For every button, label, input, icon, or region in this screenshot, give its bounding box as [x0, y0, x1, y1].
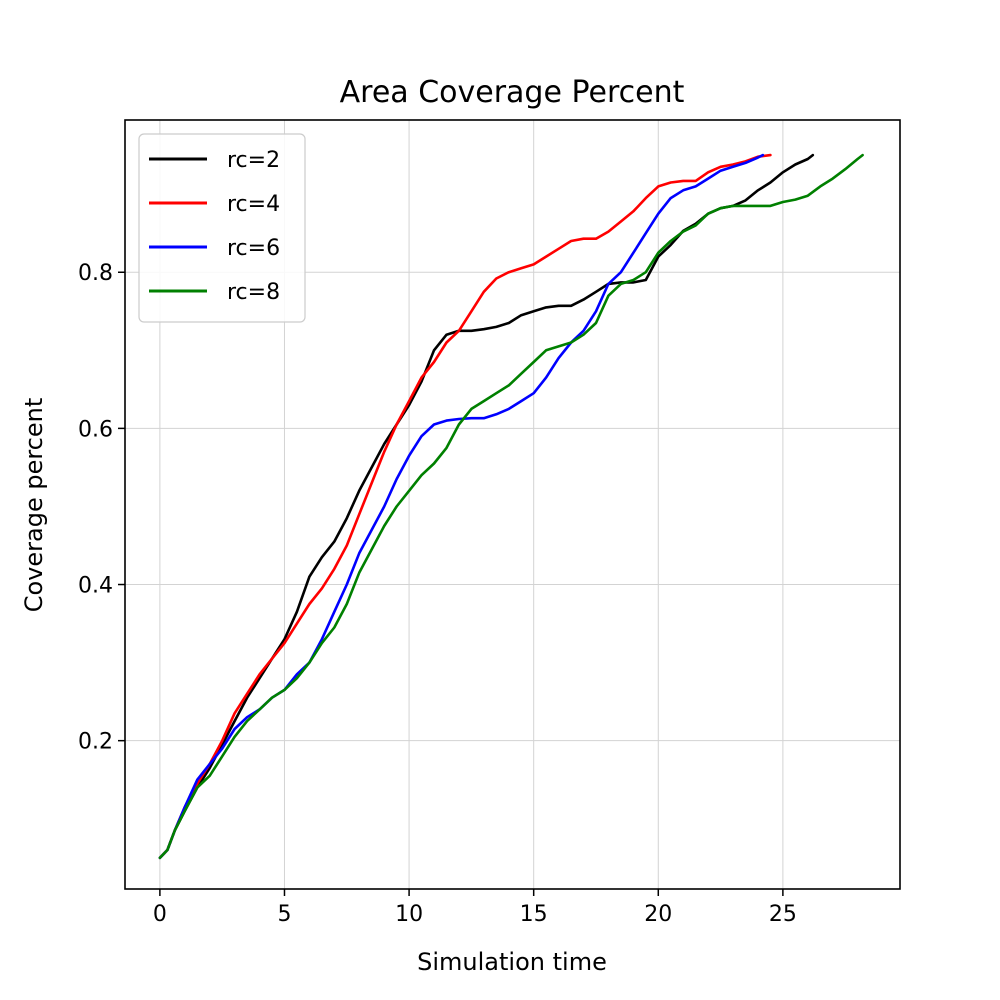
y-tick-label: 0.2: [78, 730, 113, 755]
chart-title: Area Coverage Percent: [340, 75, 685, 110]
legend: rc=2 rc=4 rc=6 rc=8: [138, 133, 306, 323]
legend-box: [138, 133, 306, 323]
legend-label: rc=4: [227, 192, 280, 217]
x-axis-label: Simulation time: [417, 948, 607, 976]
x-tick-label: 0: [153, 902, 167, 927]
series-line-rc-6: [158, 153, 765, 860]
series-line-rc-4: [158, 153, 772, 860]
series-line-rc-8: [158, 153, 864, 860]
y-tick-label: 0.6: [78, 417, 113, 442]
legend-label: rc=2: [227, 148, 280, 173]
series-lines: [158, 153, 864, 860]
y-axis-label: Coverage percent: [20, 398, 48, 613]
x-tick-label: 20: [644, 902, 672, 927]
x-tick-label: 10: [395, 902, 423, 927]
legend-label: rc=8: [227, 280, 280, 305]
legend-label: rc=6: [227, 236, 280, 261]
axis-ticks: 0 5 10 15 20 25 0.2 0.4 0.6 0.8: [78, 261, 797, 927]
x-tick-label: 25: [769, 902, 797, 927]
x-tick-label: 5: [277, 902, 291, 927]
y-tick-label: 0.4: [78, 574, 113, 599]
plot-frame: [124, 119, 901, 890]
x-tick-label: 15: [520, 902, 548, 927]
y-tick-label: 0.8: [78, 261, 113, 286]
